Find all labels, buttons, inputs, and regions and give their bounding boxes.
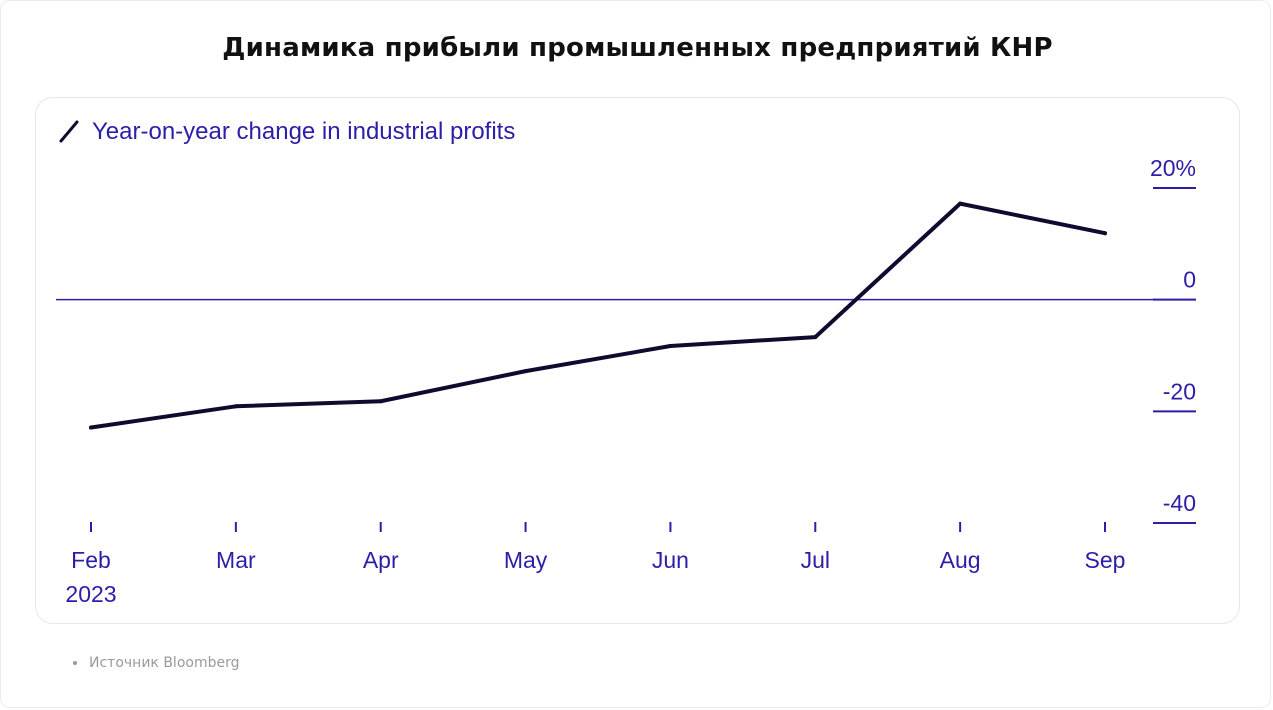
bullet-dot xyxy=(73,661,77,665)
x-tick-label: Apr xyxy=(363,547,399,573)
y-tick-label: 20% xyxy=(1150,155,1196,181)
y-tick-label: 0 xyxy=(1183,267,1196,293)
x-year-label: 2023 xyxy=(65,581,116,607)
data-point xyxy=(668,344,673,349)
source-label: Источник Bloomberg xyxy=(89,655,240,671)
data-point xyxy=(1103,231,1107,236)
line-chart: Year-on-year change in industrial profit… xyxy=(56,118,1196,607)
x-tick-label: Feb xyxy=(71,547,111,573)
source-note: Источник Bloomberg xyxy=(73,655,239,671)
data-point xyxy=(958,201,963,206)
chart-card xyxy=(35,97,1240,624)
data-point xyxy=(233,404,238,409)
x-tick-label: Jun xyxy=(652,547,689,573)
x-tick-label: Mar xyxy=(216,547,256,573)
x-tick-label: Aug xyxy=(940,547,981,573)
x-tick-label: May xyxy=(504,547,548,573)
legend-series-label: Year-on-year change in industrial profit… xyxy=(92,118,515,145)
data-point xyxy=(813,335,818,340)
data-point xyxy=(378,399,383,404)
x-axis: Feb Mar Apr May Jun Jul Aug Sep 2023 xyxy=(65,522,1125,607)
data-point xyxy=(89,425,93,430)
series-group xyxy=(89,201,1107,430)
series-line xyxy=(89,201,1107,430)
x-tick-label: Jul xyxy=(801,547,830,573)
x-tick-label: Sep xyxy=(1085,547,1126,573)
legend-line-icon xyxy=(59,120,79,143)
data-point xyxy=(523,369,528,374)
y-tick-label: -20 xyxy=(1163,378,1196,404)
y-axis: 20% 0 -20 -40 xyxy=(1150,155,1196,524)
y-tick-label: -40 xyxy=(1163,490,1196,516)
chart-legend: Year-on-year change in industrial profit… xyxy=(59,118,515,145)
page-title: Динамика прибыли промышленных предприяти… xyxy=(222,33,1053,63)
